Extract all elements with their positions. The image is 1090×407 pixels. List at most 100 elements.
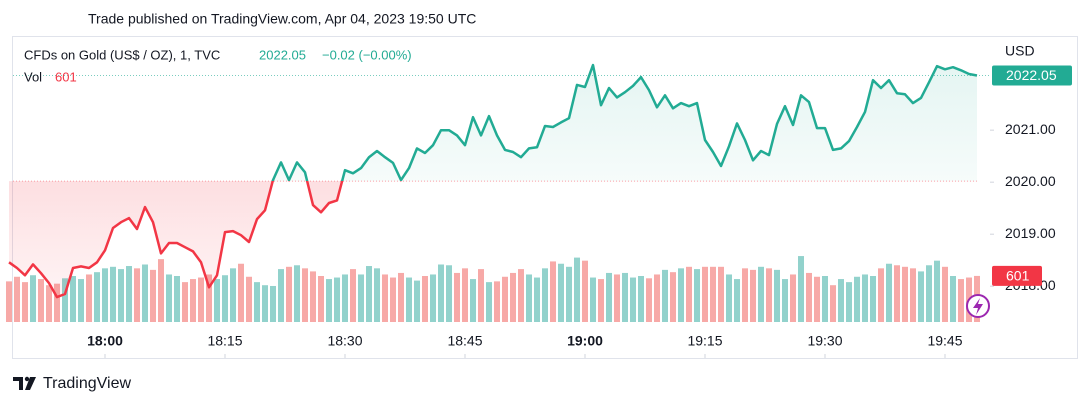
x-tick-label: 18:00 — [87, 333, 123, 349]
brand-logo[interactable] — [13, 376, 36, 390]
volume-bar — [150, 269, 156, 322]
volume-bar — [30, 275, 36, 322]
logo-part[interactable] — [24, 376, 30, 382]
volume-bar — [678, 268, 684, 322]
volume-bar — [206, 274, 212, 322]
volume-bar — [46, 285, 52, 322]
volume-bar — [126, 266, 132, 322]
volume-bar — [870, 276, 876, 322]
volume-bar — [902, 266, 908, 322]
volume-bar — [358, 274, 364, 322]
volume-bar — [646, 278, 652, 322]
volume-bar — [6, 281, 12, 322]
volume-bar — [694, 269, 700, 322]
volume-bar — [286, 266, 292, 322]
volume-bar — [70, 276, 76, 322]
volume-bar — [598, 279, 604, 322]
volume-bar — [702, 266, 708, 322]
brand-name[interactable]: TradingView — [43, 375, 131, 392]
last-price-text: 2022.05 — [1006, 67, 1057, 83]
volume-bar — [534, 277, 540, 322]
volume-bar — [462, 268, 468, 322]
volume-bar — [486, 282, 492, 322]
volume-bar — [190, 279, 196, 322]
volume-bar — [942, 266, 948, 322]
volume-layer — [6, 256, 980, 322]
volume-bar — [134, 268, 140, 322]
volume-bar — [254, 282, 260, 322]
volume-bar — [822, 276, 828, 322]
y-tick-label: 2020.00 — [1005, 173, 1056, 189]
volume-bar — [510, 272, 516, 322]
legend-price: 2022.05 — [259, 47, 306, 62]
logo-part[interactable] — [13, 377, 23, 390]
volume-bar — [342, 274, 348, 322]
x-tick-label: 19:15 — [687, 333, 722, 349]
volume-bar — [662, 269, 668, 322]
volume-bar — [814, 276, 820, 322]
volume-bar — [102, 268, 108, 322]
volume-bar — [414, 280, 420, 322]
volume-bar — [446, 265, 452, 322]
volume-bar — [142, 264, 148, 322]
volume-bar — [734, 279, 740, 322]
volume-bar — [526, 274, 532, 322]
volume-bar — [118, 269, 124, 322]
x-tick-label: 18:30 — [327, 333, 362, 349]
volume-bar — [558, 263, 564, 322]
volume-bar — [806, 272, 812, 322]
lightning-icon[interactable] — [966, 294, 990, 318]
volume-bar — [494, 281, 500, 322]
x-tick-label: 19:30 — [807, 333, 842, 349]
volume-bar — [78, 279, 84, 322]
volume-bar — [518, 269, 524, 322]
volume-bar — [182, 282, 188, 322]
volume-bar — [750, 269, 756, 322]
last-volume-text: 601 — [1006, 268, 1030, 284]
x-tick-label: 18:15 — [207, 333, 242, 349]
volume-bar — [550, 261, 556, 322]
legend-volume: 601 — [55, 69, 77, 84]
volume-bar — [718, 266, 724, 322]
volume-bar — [638, 276, 644, 322]
symbol-title: CFDs on Gold (US$ / OZ), 1, TVC — [24, 47, 220, 62]
y-tick-label: 2019.00 — [1005, 225, 1056, 241]
volume-bar — [798, 256, 804, 322]
volume-bar — [214, 279, 220, 322]
volume-bar — [950, 276, 956, 322]
volume-bar — [430, 274, 436, 322]
volume-bar — [830, 285, 836, 322]
volume-bar — [22, 282, 28, 322]
volume-bar — [582, 260, 588, 322]
logo-part[interactable] — [25, 377, 36, 390]
volume-bar — [878, 268, 884, 322]
volume-bar — [606, 272, 612, 322]
volume-bar — [958, 279, 964, 322]
volume-bar — [38, 279, 44, 322]
volume-bar — [590, 277, 596, 322]
volume-bar — [198, 277, 204, 322]
volume-bar — [334, 277, 340, 322]
volume-bar — [174, 276, 180, 322]
volume-bar — [158, 259, 164, 322]
volume-bar — [910, 268, 916, 322]
price-change: −0.02 (−0.00%) — [322, 47, 412, 62]
last-price-badge — [992, 65, 1072, 86]
volume-bar — [366, 266, 372, 322]
publish-header: Trade published on TradingView.com, Apr … — [88, 11, 476, 27]
volume-bar — [318, 276, 324, 322]
volume-bar — [838, 279, 844, 322]
axis-layer: 2018.002019.002020.002021.0018:0018:1518… — [87, 65, 1072, 358]
price-line — [8, 63, 978, 299]
volume-bar — [278, 269, 284, 322]
volume-bar — [398, 272, 404, 322]
volume-legend-label: Vol — [24, 69, 42, 84]
line-layer — [8, 63, 978, 299]
volume-bar — [454, 272, 460, 322]
volume-bar — [166, 274, 172, 322]
x-tick-label: 19:00 — [567, 333, 603, 349]
volume-bar — [622, 272, 628, 322]
volume-bar — [886, 263, 892, 322]
volume-bar — [246, 276, 252, 322]
icon-bolt[interactable] — [973, 298, 983, 315]
